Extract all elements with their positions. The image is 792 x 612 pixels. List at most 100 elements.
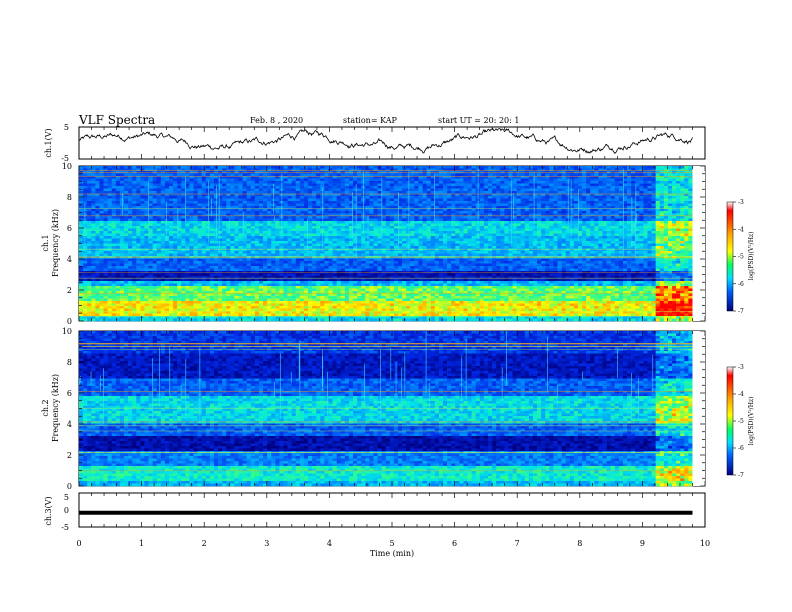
spectrogram-cell — [357, 243, 362, 247]
spectrogram-cell — [512, 241, 517, 244]
spectrogram-cell — [438, 221, 444, 224]
spectrogram-cell — [643, 208, 648, 212]
spectrogram-cell — [447, 218, 452, 222]
spectrogram-cell — [234, 218, 239, 222]
station-label: station= KAP — [343, 116, 398, 125]
spectrogram-cell — [459, 208, 464, 212]
spectrogram-cell — [393, 231, 399, 234]
spectrogram-cell — [348, 186, 354, 189]
spectrogram-cell — [590, 208, 595, 212]
spectrogram-cell — [627, 196, 632, 199]
spectrogram-cell — [263, 208, 268, 212]
spectrogram-cell — [291, 213, 297, 217]
spectrogram-cell — [455, 208, 460, 212]
spectrogram-cell — [308, 186, 313, 189]
spectrogram-cell — [410, 183, 415, 187]
spectrogram-cell — [250, 243, 256, 247]
spectrogram-cell — [83, 236, 88, 239]
spectrogram-cell — [655, 176, 661, 179]
spectrogram-cell — [418, 183, 423, 187]
spectrogram-cell — [91, 226, 96, 229]
spectrogram-cell — [173, 196, 178, 199]
spectrogram-cell — [573, 193, 579, 197]
spectrogram-cell — [659, 238, 665, 242]
spectrogram-cell — [230, 198, 235, 202]
spectrogram-cell — [144, 191, 149, 194]
spectrogram-cell — [197, 246, 202, 249]
spectrogram-cell — [381, 221, 387, 224]
spectrogram-cell — [565, 176, 571, 179]
spectrogram-cell — [316, 233, 321, 237]
spectrogram-cell — [516, 211, 522, 214]
spectrogram-cell — [590, 236, 595, 239]
spectrogram-cell — [332, 188, 337, 192]
spectrogram-cell — [426, 203, 432, 207]
spectrogram-cell — [365, 233, 370, 237]
spectrogram-cell — [332, 243, 337, 247]
spectrogram-cell — [647, 223, 652, 227]
spectrogram-cell — [414, 168, 419, 172]
spectrogram-cell — [246, 246, 252, 249]
spectrogram-cell — [451, 178, 456, 182]
spectrogram-cell — [164, 228, 170, 232]
spectrogram-cell — [479, 176, 485, 179]
spectrogram-cell — [295, 226, 301, 229]
spectrogram-cell — [87, 183, 92, 187]
spectrogram-cell — [402, 246, 407, 249]
spectrogram-cell — [209, 206, 215, 209]
spectrogram-cell — [148, 211, 153, 214]
spectrogram-cell — [459, 223, 464, 227]
spectrogram-cell — [504, 231, 509, 234]
spectrogram-cell — [295, 208, 301, 212]
spectrogram-cell — [287, 221, 292, 224]
spectrogram-cell — [152, 166, 158, 169]
spectrogram-cell — [643, 228, 648, 232]
spectrogram-cell — [631, 198, 636, 202]
spectrogram-cell — [107, 201, 113, 204]
spectrogram-cell — [271, 216, 276, 219]
spectrogram-cell — [647, 188, 652, 192]
spectrogram-cell — [258, 188, 264, 192]
spectrogram-cell — [602, 243, 607, 247]
spectrogram-cell — [132, 188, 137, 192]
spectrogram-cell — [181, 203, 186, 207]
spectrogram-cell — [164, 178, 170, 182]
spectrogram-cell — [487, 186, 493, 189]
spectrogram-cell — [463, 206, 468, 209]
spectrogram-cell — [479, 203, 485, 207]
spectrogram-cell — [177, 236, 182, 239]
spectrogram-cell — [606, 243, 611, 247]
spectrogram-cell — [508, 186, 513, 189]
spectrogram-cell — [459, 198, 464, 202]
spectrogram-cell — [438, 218, 444, 222]
spectrogram-cell — [91, 186, 96, 189]
spectrogram-cell — [156, 226, 162, 229]
spectrogram-cell — [541, 203, 546, 207]
spectrogram-cell — [291, 168, 297, 172]
spectrogram-cell — [369, 243, 374, 247]
spectrogram-cell — [500, 241, 505, 244]
spectrogram-cell — [512, 201, 517, 204]
spectrogram-cell — [414, 201, 419, 204]
spectrogram-cell — [95, 213, 100, 217]
spectrogram-cell — [680, 196, 685, 199]
spectrogram-cell — [639, 178, 644, 182]
spectrogram-cell — [230, 193, 235, 197]
spectrogram-cell — [381, 233, 387, 237]
spectrogram-cell — [606, 191, 611, 194]
spectrogram-cell — [602, 241, 607, 244]
spectrogram-cell — [463, 243, 468, 247]
spectrogram-cell — [119, 173, 125, 177]
spectrogram-cell — [434, 166, 440, 169]
spectrogram-cell — [512, 183, 517, 187]
spectrogram-cell — [610, 223, 616, 227]
spectrogram-cell — [238, 246, 243, 249]
spectrogram-cell — [275, 176, 280, 179]
spectrogram-cell — [324, 193, 329, 197]
spectrogram-cell — [373, 173, 378, 177]
spectrogram-cell — [667, 176, 673, 179]
spectrogram-cell — [156, 178, 162, 182]
spectrogram-cell — [209, 233, 215, 237]
spectrogram-cell — [516, 176, 522, 179]
spectrogram-cell — [275, 183, 280, 187]
